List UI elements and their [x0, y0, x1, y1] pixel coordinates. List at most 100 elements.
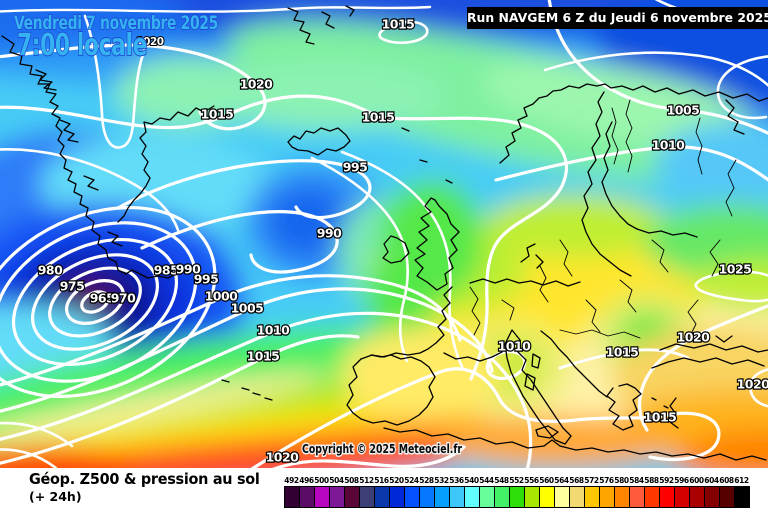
pressure-label: 1005 — [231, 301, 264, 316]
date-overlay: Vendredi 7 novembre 2025 — [14, 12, 218, 34]
legend-swatch — [555, 487, 569, 507]
legend-swatch — [345, 487, 359, 507]
legend-swatch — [300, 487, 314, 507]
run-info-text: Run NAVGEM 6 Z du Jeudi 6 novembre 2025 — [467, 10, 768, 25]
legend-swatch — [315, 487, 329, 507]
legend-swatch — [375, 487, 389, 507]
legend-value: 564 — [554, 476, 569, 485]
legend-value: 552 — [509, 476, 524, 485]
legend-swatch — [720, 487, 734, 507]
legend-value: 500 — [314, 476, 329, 485]
pressure-label: 1020 — [737, 377, 768, 392]
pressure-label: 1005 — [667, 103, 700, 118]
pressure-label: 990 — [176, 262, 201, 277]
map-forecast-offset: (+ 24h) — [29, 489, 82, 504]
pressure-label: 1015 — [201, 107, 234, 122]
legend-swatch — [690, 487, 704, 507]
pressure-label: 990 — [317, 226, 342, 241]
legend-value: 540 — [464, 476, 479, 485]
pressure-label: 1015 — [606, 345, 639, 360]
legend-value: 512 — [359, 476, 374, 485]
legend-value: 608 — [719, 476, 734, 485]
legend-value: 560 — [539, 476, 554, 485]
legend-value: 544 — [479, 476, 494, 485]
legend-swatch — [450, 487, 464, 507]
pressure-label: 1010 — [498, 339, 532, 354]
legend-value: 556 — [524, 476, 539, 485]
legend-value: 576 — [599, 476, 614, 485]
pressure-label: 1025 — [719, 262, 752, 277]
legend-value: 604 — [704, 476, 719, 485]
pressure-label: 975 — [60, 279, 85, 294]
pressure-label: 970 — [111, 291, 136, 306]
legend-swatch — [570, 487, 584, 507]
legend-value: 504 — [329, 476, 344, 485]
pressure-label: 1020 — [266, 450, 300, 465]
pressure-label: 980 — [38, 263, 63, 278]
pressure-label: 1010 — [652, 138, 686, 153]
pressure-label: 985 — [154, 263, 179, 278]
pressure-label: 1010 — [257, 323, 291, 338]
legend-swatch — [600, 487, 614, 507]
legend-swatch — [465, 487, 479, 507]
legend-value: 496 — [299, 476, 314, 485]
legend-value: 520 — [389, 476, 404, 485]
legend-value: 568 — [569, 476, 584, 485]
legend-swatch — [285, 487, 299, 507]
local-time-overlay: 7:00 locale — [17, 28, 147, 63]
legend-scale: 492 496 500 504 508 512 516 520 524 528 532 536 540 5… — [284, 476, 752, 508]
copyright-text: Copyright © 2025 Meteociel.fr — [302, 441, 463, 456]
legend-value: 524 — [404, 476, 419, 485]
legend-value: 516 — [374, 476, 389, 485]
legend-swatch — [435, 487, 449, 507]
legend-swatch — [660, 487, 674, 507]
legend-swatch — [420, 487, 434, 507]
legend-swatch — [390, 487, 404, 507]
pressure-label: 1020 — [240, 77, 274, 92]
legend-swatch — [480, 487, 494, 507]
legend-value: 548 — [494, 476, 509, 485]
legend-value: 492 — [284, 476, 299, 485]
pressure-label: 965 — [90, 291, 115, 306]
legend-swatch — [360, 487, 374, 507]
legend-value: 536 — [449, 476, 464, 485]
legend-swatch — [495, 487, 509, 507]
pressure-label: 1015 — [382, 17, 415, 32]
legend-value: 508 — [344, 476, 359, 485]
legend-swatch — [330, 487, 344, 507]
legend-values-row: 492 496 500 504 508 512 516 520 524 528 532 536 540 5… — [284, 476, 752, 485]
legend-value: 532 — [434, 476, 449, 485]
pressure-label: 1000 — [205, 289, 239, 304]
pressure-label: 1015 — [362, 110, 395, 125]
legend-value: 612 — [734, 476, 749, 485]
run-info-banner: Run NAVGEM 6 Z du Jeudi 6 novembre 2025 — [467, 7, 768, 29]
legend-value: 588 — [644, 476, 659, 485]
map-title: Géop. Z500 & pression au sol — [29, 470, 260, 488]
legend-value: 580 — [614, 476, 629, 485]
pressure-label: 995 — [194, 272, 219, 287]
pressure-label: 1020 — [677, 330, 711, 345]
pressure-label: 1015 — [644, 410, 677, 425]
pressure-label: 995 — [343, 160, 368, 175]
legend-swatch — [615, 487, 629, 507]
legend-swatch — [705, 487, 719, 507]
legend-value: 572 — [584, 476, 599, 485]
coastlines — [1, 5, 768, 461]
legend-value: 528 — [419, 476, 434, 485]
legend-swatch — [525, 487, 539, 507]
pressure-label: 1015 — [247, 349, 280, 364]
legend-value: 596 — [674, 476, 689, 485]
legend-swatch — [735, 487, 749, 507]
legend-value: 592 — [659, 476, 674, 485]
legend-value: 600 — [689, 476, 704, 485]
legend-swatch — [585, 487, 599, 507]
legend-swatch — [510, 487, 524, 507]
legend-swatch — [540, 487, 554, 507]
legend-swatch — [645, 487, 659, 507]
pressure-label: 1020 — [136, 36, 163, 48]
legend-swatches-row — [284, 486, 750, 508]
legend-swatch — [405, 487, 419, 507]
